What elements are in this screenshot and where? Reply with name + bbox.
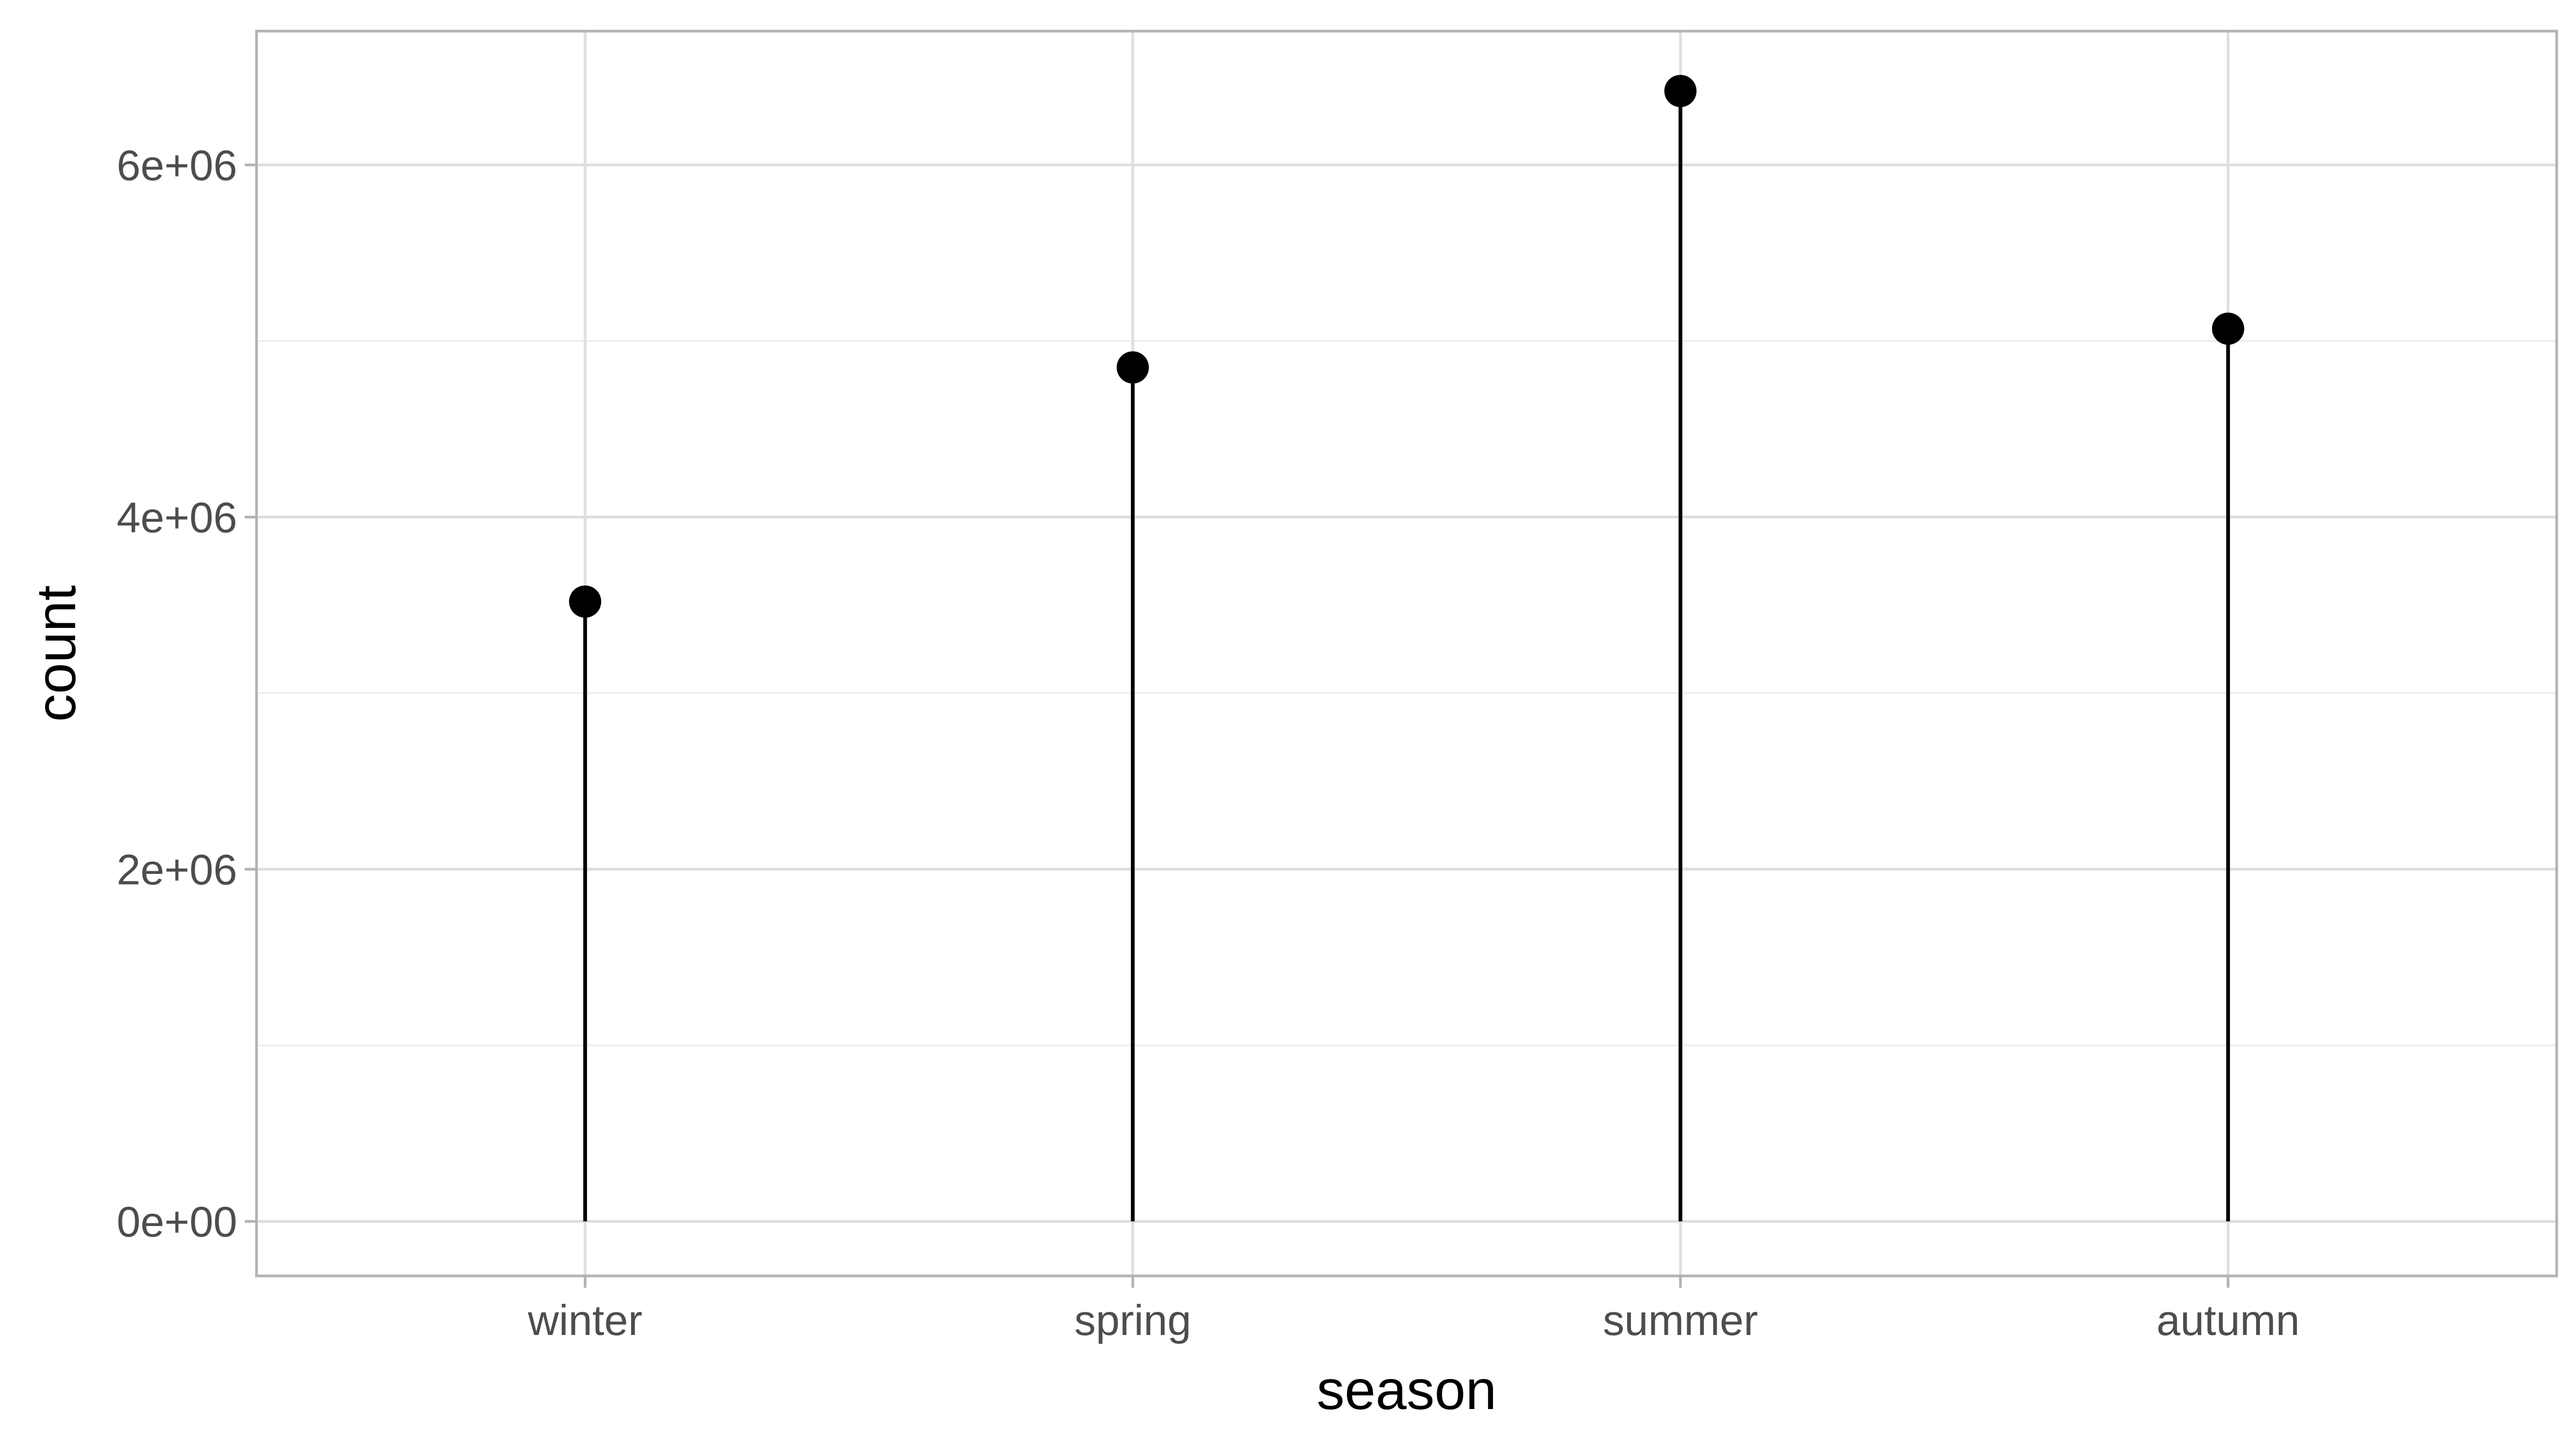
y-tick-label: 4e+06: [116, 493, 237, 541]
y-tick-label: 2e+06: [116, 845, 237, 893]
x-tick-label: winter: [528, 1296, 642, 1344]
x-tick-label: spring: [1074, 1296, 1191, 1344]
y-axis-title: count: [25, 585, 87, 722]
x-tick-label: autumn: [2156, 1296, 2300, 1344]
x-tick-label: summer: [1603, 1296, 1758, 1344]
y-tick-label: 6e+06: [116, 141, 237, 189]
lollipop-point-autumn: [2212, 312, 2244, 345]
lollipop-point-spring: [1116, 351, 1149, 384]
lollipop-point-summer: [1664, 75, 1697, 107]
lollipop-point-winter: [569, 585, 602, 618]
y-tick-label: 0e+00: [116, 1198, 237, 1245]
panel-border: [255, 30, 2558, 1278]
grid-layer: [257, 31, 2557, 1276]
mark-layer: [569, 75, 2244, 1222]
axis-layer: 0e+00 2e+06 4e+06 6e+06 winter spring summer au…: [116, 141, 2300, 1344]
x-axis-title: season: [1316, 1359, 1496, 1421]
